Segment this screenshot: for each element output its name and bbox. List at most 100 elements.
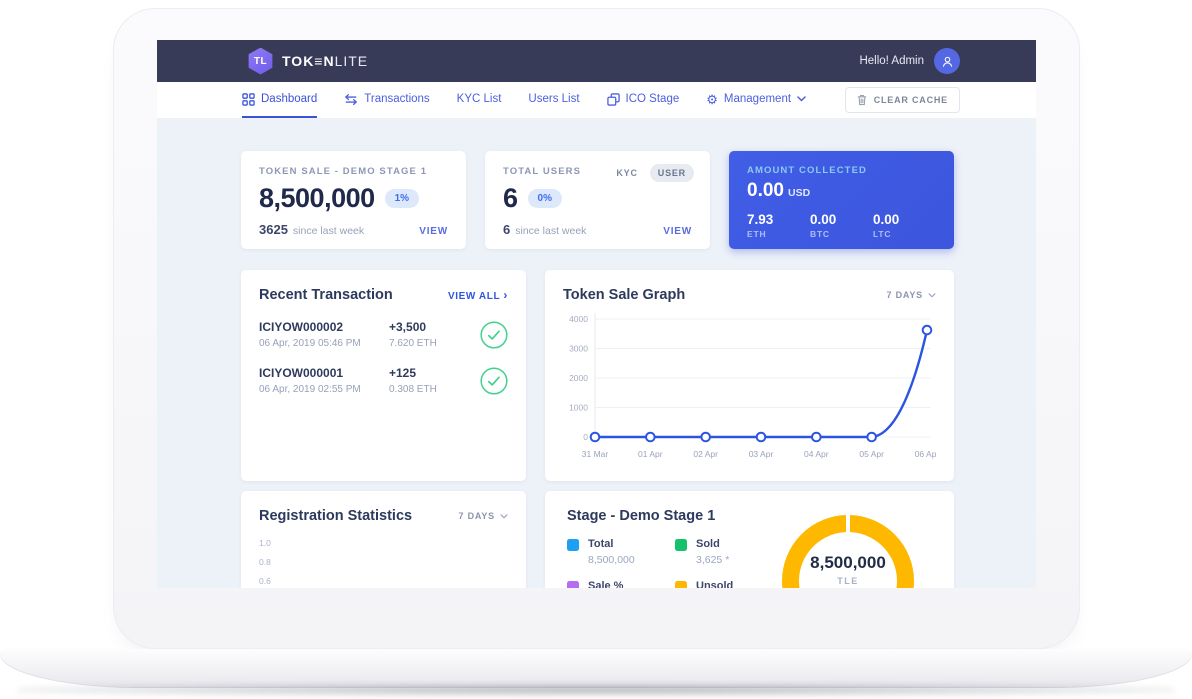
stat-label: TOTAL USERS [503, 166, 582, 177]
brand-primary: TOK≡N [282, 53, 335, 69]
range-dropdown[interactable]: 7 DAYS [459, 511, 509, 521]
greeting-text: Hello! Admin [859, 55, 924, 67]
tab-users-list[interactable]: Users List [528, 82, 579, 118]
tokenlite-hex-icon: TL [248, 47, 273, 75]
tab-label: Management [723, 93, 792, 105]
gauge-value: 8,500,000 [810, 553, 886, 572]
stat-card-amount-collected: AMOUNT COLLECTED 0.00 USD 7.93 ETH 0.00 B… [729, 151, 954, 249]
token-sale-value: 8,500,000 [259, 183, 375, 213]
view-all-link[interactable]: VIEW ALL › [448, 288, 508, 302]
dashboard-content: TOKEN SALE - DEMO STAGE 1 8,500,000 1% 3… [157, 119, 1036, 588]
person-icon [942, 56, 952, 67]
percent-badge: 0% [527, 189, 562, 208]
chevron-down-icon [928, 292, 936, 297]
view-link[interactable]: VIEW [663, 226, 692, 237]
stat-card-token-sale: TOKEN SALE - DEMO STAGE 1 8,500,000 1% 3… [241, 151, 466, 249]
card-title: Stage - Demo Stage 1 [567, 508, 716, 524]
tab-label: KYC List [456, 93, 502, 105]
ltc-label: LTC [873, 229, 892, 239]
txn-eth: 0.308 ETH [389, 384, 437, 395]
legend-total: Total 8,500,000 [567, 538, 675, 566]
legend-swatch-sold [675, 539, 687, 551]
txn-id: ICIYOW000001 [259, 366, 344, 380]
legend-swatch-unsold [675, 581, 687, 588]
legend-value: 3,625 * [696, 554, 730, 566]
currency-btc: 0.00 BTC [810, 212, 873, 239]
check-circle-icon [480, 320, 508, 349]
chevron-right-icon: › [503, 288, 508, 302]
gauge-notch [846, 515, 850, 532]
eth-value: 7.93 [747, 212, 774, 227]
delta-note: since last week [292, 225, 365, 237]
users-kyc-toggle: KYC USER [608, 164, 694, 182]
tab-dashboard[interactable]: Dashboard [242, 82, 318, 118]
delta-value: 3625 [259, 222, 288, 237]
txn-eth: 7.620 ETH [389, 338, 437, 349]
middle-row: Recent Transaction VIEW ALL › ICIYOW0000… [241, 270, 954, 481]
ltc-value: 0.00 [873, 212, 900, 227]
registration-statistics-card: Registration Statistics 7 DAYS 1.0 0.8 0… [241, 491, 526, 588]
txn-date: 06 Apr, 2019 02:55 PM [259, 384, 361, 395]
brand-text: TOK≡NLITE [282, 53, 368, 69]
percent-badge: 1% [384, 189, 420, 208]
legend-label: Sale % [588, 580, 624, 588]
svg-text:03 Apr: 03 Apr [749, 449, 774, 459]
brand-logo[interactable]: TL TOK≡NLITE [247, 47, 368, 75]
transaction-row[interactable]: ICIYOW000001 06 Apr, 2019 02:55 PM +125 … [259, 366, 508, 395]
ytick: 0.6 [259, 576, 271, 586]
btc-value: 0.00 [810, 212, 837, 227]
toggle-user[interactable]: USER [649, 164, 694, 182]
stat-label: AMOUNT COLLECTED [747, 165, 867, 176]
range-dropdown[interactable]: 7 DAYS [887, 290, 937, 300]
laptop-base [0, 649, 1192, 687]
user-avatar[interactable] [934, 48, 960, 74]
transaction-row[interactable]: ICIYOW000002 06 Apr, 2019 05:46 PM +3,50… [259, 320, 508, 349]
tab-label: Transactions [364, 93, 430, 105]
view-all-label: VIEW ALL [447, 291, 500, 302]
tab-transactions[interactable]: Transactions [344, 82, 430, 118]
svg-text:2000: 2000 [569, 373, 588, 383]
registration-chart-yaxis: 1.0 0.8 0.6 [259, 538, 508, 586]
tab-label: Users List [528, 93, 580, 105]
card-title: Registration Statistics [259, 508, 413, 524]
grid-icon [242, 92, 255, 106]
app-screen: TL TOK≡NLITE Hello! Admin [157, 40, 1036, 588]
delta-note: since last week [515, 225, 587, 237]
txn-date: 06 Apr, 2019 05:46 PM [259, 338, 361, 349]
svg-text:01 Apr: 01 Apr [638, 449, 663, 459]
clear-cache-button[interactable]: CLEAR CACHE [844, 87, 960, 113]
clear-cache-label: CLEAR CACHE [873, 95, 948, 105]
tab-management[interactable]: ⚙ Management [706, 82, 806, 118]
legend-sale-pct: Sale % [567, 580, 675, 588]
bottom-row: Registration Statistics 7 DAYS 1.0 0.8 0… [241, 491, 954, 588]
stats-row: TOKEN SALE - DEMO STAGE 1 8,500,000 1% 3… [241, 151, 954, 249]
legend-swatch-sale [567, 581, 579, 588]
stage-donut-card: Stage - Demo Stage 1 Total 8,500,000 [545, 491, 954, 588]
legend-label: Unsold [696, 580, 734, 588]
legend-value: 8,500,000 [588, 554, 635, 566]
tab-ico-stage[interactable]: ICO Stage [606, 82, 680, 118]
range-label: 7 DAYS [458, 511, 495, 521]
txn-amount: +125 [389, 366, 417, 380]
range-label: 7 DAYS [886, 290, 923, 300]
logo-monogram: TL [253, 55, 268, 67]
legend-swatch-total [567, 539, 579, 551]
svg-text:3000: 3000 [569, 344, 588, 354]
tab-label: ICO Stage [625, 93, 680, 105]
tab-label: Dashboard [261, 93, 318, 105]
view-link[interactable]: VIEW [419, 226, 448, 237]
brand-secondary: LITE [334, 53, 369, 69]
legend-sold: Sold 3,625 * [675, 538, 783, 566]
stage-legend: Total 8,500,000 Sold 3,625 * [567, 538, 932, 588]
tab-kyc-list[interactable]: KYC List [457, 82, 502, 118]
swap-icon [345, 93, 358, 105]
svg-text:06 Apr: 06 Apr [915, 449, 936, 459]
toggle-kyc[interactable]: KYC [616, 168, 638, 178]
total-users-value: 6 [503, 183, 518, 213]
stat-label: TOKEN SALE - DEMO STAGE 1 [259, 166, 428, 177]
stat-card-total-users: TOTAL USERS KYC USER 6 0% 6 since last w… [485, 151, 710, 249]
gauge-unit: TLE [837, 576, 859, 586]
gear-icon: ⚙ [706, 91, 718, 107]
svg-text:1000: 1000 [569, 403, 588, 413]
